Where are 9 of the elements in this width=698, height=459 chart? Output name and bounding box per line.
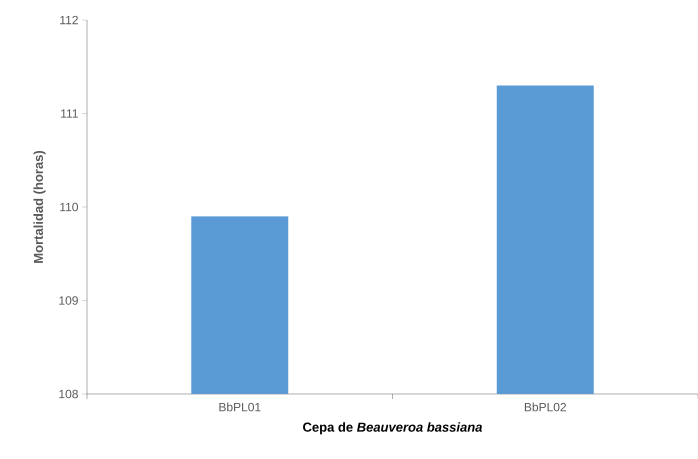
x-tick-label: BbPL02	[524, 402, 566, 412]
x-axis-title: Cepa de Beauveroa bassiana	[303, 422, 482, 434]
y-tick-label: 110	[60, 202, 78, 212]
y-tick-label: 108	[59, 390, 78, 398]
y-tick-label: 109	[59, 296, 78, 305]
y-tick-label: 111	[61, 109, 78, 118]
x-tick-label: BbPL01	[219, 402, 261, 412]
y-axis-title: Mortalidad (horas)	[33, 150, 46, 263]
y-tick-label: 112	[60, 16, 78, 24]
